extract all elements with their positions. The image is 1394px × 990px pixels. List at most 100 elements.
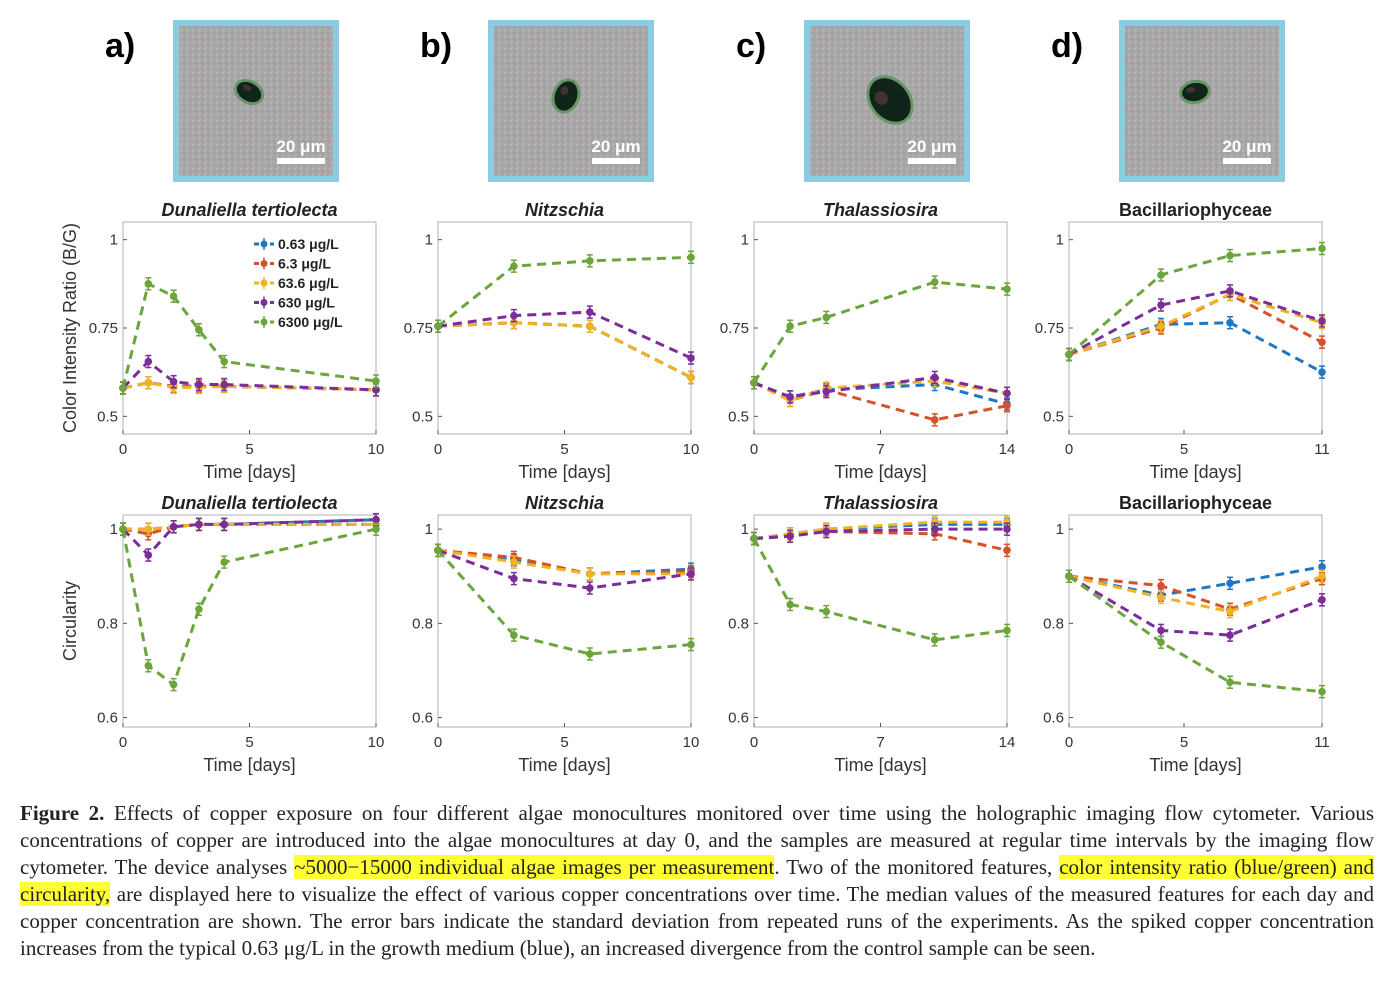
data-point xyxy=(1003,626,1011,635)
y-tick-label: 1 xyxy=(425,521,433,538)
series-5 xyxy=(750,275,1011,390)
data-point xyxy=(372,377,380,385)
chart-title: Thalassiosira xyxy=(823,200,938,220)
series-5 xyxy=(434,250,695,333)
series-line xyxy=(437,321,692,379)
data-point xyxy=(434,546,442,555)
caption-highlight-1: ~5000−15000 individual algae images per … xyxy=(294,855,775,879)
y-tick-label: 0.8 xyxy=(97,615,118,632)
legend-label: 6.3 μg/L xyxy=(278,256,331,272)
x-tick-label: 7 xyxy=(876,441,884,458)
data-point xyxy=(372,525,380,533)
data-point xyxy=(586,650,594,658)
scale-bar xyxy=(908,158,956,164)
series-line xyxy=(121,527,377,688)
y-axis-label: Circularity xyxy=(60,581,80,661)
data-point xyxy=(1157,301,1165,309)
scale-bar xyxy=(592,158,640,164)
series-line xyxy=(1068,289,1323,356)
y-tick-label: 0.6 xyxy=(97,710,118,727)
figure-2: a)20 μmb)20 μmc)20 μmd)20 μm 0 5 100.50.75… xyxy=(60,20,1330,775)
caption-lead: Figure 2. xyxy=(20,801,105,825)
data-point xyxy=(195,380,203,389)
panel-label: d) xyxy=(1051,27,1083,65)
algae-cell xyxy=(866,75,914,125)
panel-label: a) xyxy=(105,27,135,65)
caption-text-2: . Two of the monitored features, xyxy=(774,855,1060,879)
data-point xyxy=(930,525,939,533)
plot-area xyxy=(437,514,692,728)
x-tick-label: 14 xyxy=(999,734,1016,751)
series-line xyxy=(1068,575,1323,694)
data-point xyxy=(1003,401,1011,410)
image-panel-2: b) 20 μm xyxy=(420,20,654,182)
x-tick-label: 7 xyxy=(876,734,884,751)
data-point xyxy=(1226,318,1234,327)
series-5 xyxy=(1065,569,1326,699)
legend-label: 0.63 μg/L xyxy=(278,236,339,252)
plot-area xyxy=(122,514,377,728)
data-point xyxy=(195,520,203,529)
x-tick-label: 10 xyxy=(368,441,385,458)
series-5 xyxy=(434,543,695,661)
data-point xyxy=(144,378,153,387)
x-tick-label: 11 xyxy=(1314,734,1330,751)
caption-text-3: are displayed here to visualize the effe… xyxy=(20,882,1374,960)
x-tick-label: 0 xyxy=(750,441,758,458)
data-point xyxy=(1003,518,1011,526)
data-point xyxy=(1226,631,1234,639)
data-point xyxy=(687,373,695,382)
x-axis-label: Time [days] xyxy=(518,462,610,482)
y-tick-label: 1 xyxy=(1056,521,1064,538)
x-tick-label: 0 xyxy=(434,734,442,751)
x-axis-label: Time [days] xyxy=(834,755,926,775)
x-tick-label: 5 xyxy=(245,441,253,458)
data-point xyxy=(1157,638,1165,646)
chart-1: 0 5 10 0.5 0.75 1 Dunaliella tertiolecta Time [… xyxy=(60,200,384,482)
series-line xyxy=(121,281,377,389)
data-point xyxy=(586,570,594,578)
chart-title: Nitzschia xyxy=(525,493,604,513)
chart-5: 0 5 10 0.6 0.8 1 Dunaliella tertiolecta Time [d… xyxy=(60,493,384,775)
plot-area xyxy=(122,221,377,435)
x-tick-label: 5 xyxy=(245,734,253,751)
data-point xyxy=(786,600,794,609)
data-point xyxy=(822,607,831,616)
x-axis-label: Time [days] xyxy=(1149,755,1241,775)
x-tick-label: 0 xyxy=(1065,441,1073,458)
data-point xyxy=(434,322,442,331)
series-line xyxy=(1068,247,1323,356)
data-point xyxy=(687,570,695,578)
data-point xyxy=(1318,317,1326,325)
data-point xyxy=(586,322,594,331)
series-5 xyxy=(1065,241,1326,362)
data-point xyxy=(1157,271,1165,279)
data-point xyxy=(144,551,153,559)
data-point xyxy=(1318,368,1326,376)
series-line xyxy=(437,548,692,576)
data-point xyxy=(1157,626,1165,635)
scale-bar-label: 20 μm xyxy=(276,137,325,156)
data-point xyxy=(1226,678,1234,687)
x-axis-label: Time [days] xyxy=(1149,462,1241,482)
series-line xyxy=(122,381,377,392)
chart-8: 0 5 11 0.6 0.8 1 Bacillariophyceae Time [days] xyxy=(1043,493,1330,775)
series-5 xyxy=(750,531,1011,647)
x-tick-label: 0 xyxy=(1065,734,1073,751)
data-point xyxy=(930,416,939,424)
chart-title: Dunaliella tertiolecta xyxy=(161,493,337,513)
legend-label: 6300 μg/L xyxy=(278,314,343,330)
data-point xyxy=(510,318,518,327)
x-tick-label: 5 xyxy=(1180,441,1188,458)
chart-title: Bacillariophyceae xyxy=(1119,200,1272,220)
data-point xyxy=(144,525,153,533)
x-axis-label: Time [days] xyxy=(834,462,926,482)
series-5 xyxy=(119,277,380,395)
data-point xyxy=(1157,593,1165,602)
data-point xyxy=(822,313,831,322)
x-tick-label: 5 xyxy=(560,441,568,458)
x-tick-label: 0 xyxy=(750,734,758,751)
x-axis-label: Time [days] xyxy=(203,462,295,482)
data-point xyxy=(1318,244,1326,253)
chart-title: Nitzschia xyxy=(525,200,604,220)
